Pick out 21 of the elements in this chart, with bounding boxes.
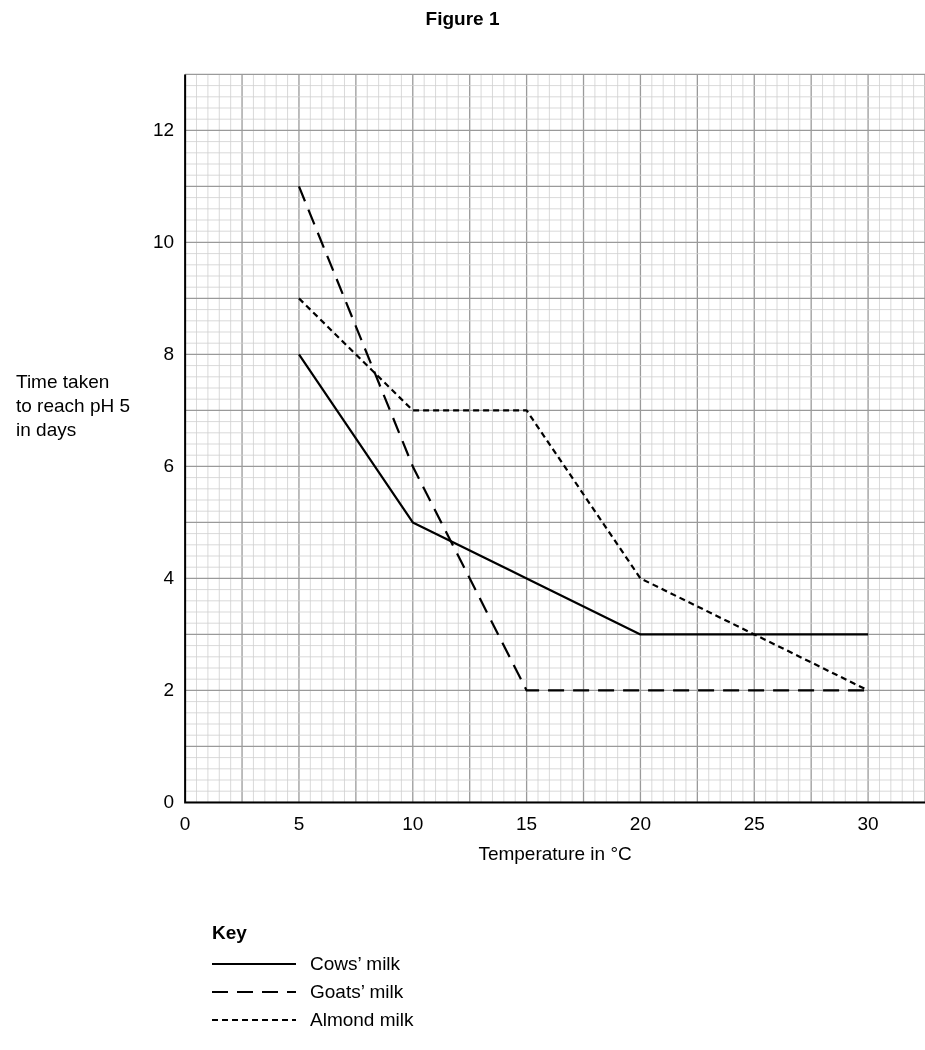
chart-title: Figure 1 bbox=[424, 8, 501, 30]
y-tick-label: 10 bbox=[152, 230, 175, 252]
y-tick-label: 4 bbox=[163, 566, 175, 588]
x-tick-label: 30 bbox=[857, 813, 879, 835]
legend-label: Cows’ milk bbox=[310, 953, 401, 975]
x-tick-label: 25 bbox=[743, 813, 765, 835]
x-tick-label: 15 bbox=[516, 813, 538, 835]
x-axis-title: Temperature in °C bbox=[478, 842, 632, 864]
y-tick-label: 2 bbox=[163, 678, 175, 700]
y-tick-label: 6 bbox=[163, 454, 175, 476]
y-axis-title: Time taken to reach pH 5 in days bbox=[16, 370, 131, 442]
x-tick-label: 5 bbox=[293, 813, 305, 835]
y-tick-label: 0 bbox=[163, 790, 175, 812]
legend-label: Almond milk bbox=[310, 1009, 414, 1031]
x-tick-label: 20 bbox=[629, 813, 652, 835]
legend-label: Goats’ milk bbox=[310, 981, 404, 1003]
y-tick-label: 8 bbox=[163, 342, 175, 364]
x-tick-label: 10 bbox=[402, 813, 424, 835]
x-tick-label: 0 bbox=[179, 813, 191, 835]
legend-title: Key bbox=[212, 922, 248, 944]
y-tick-label: 12 bbox=[152, 118, 175, 140]
